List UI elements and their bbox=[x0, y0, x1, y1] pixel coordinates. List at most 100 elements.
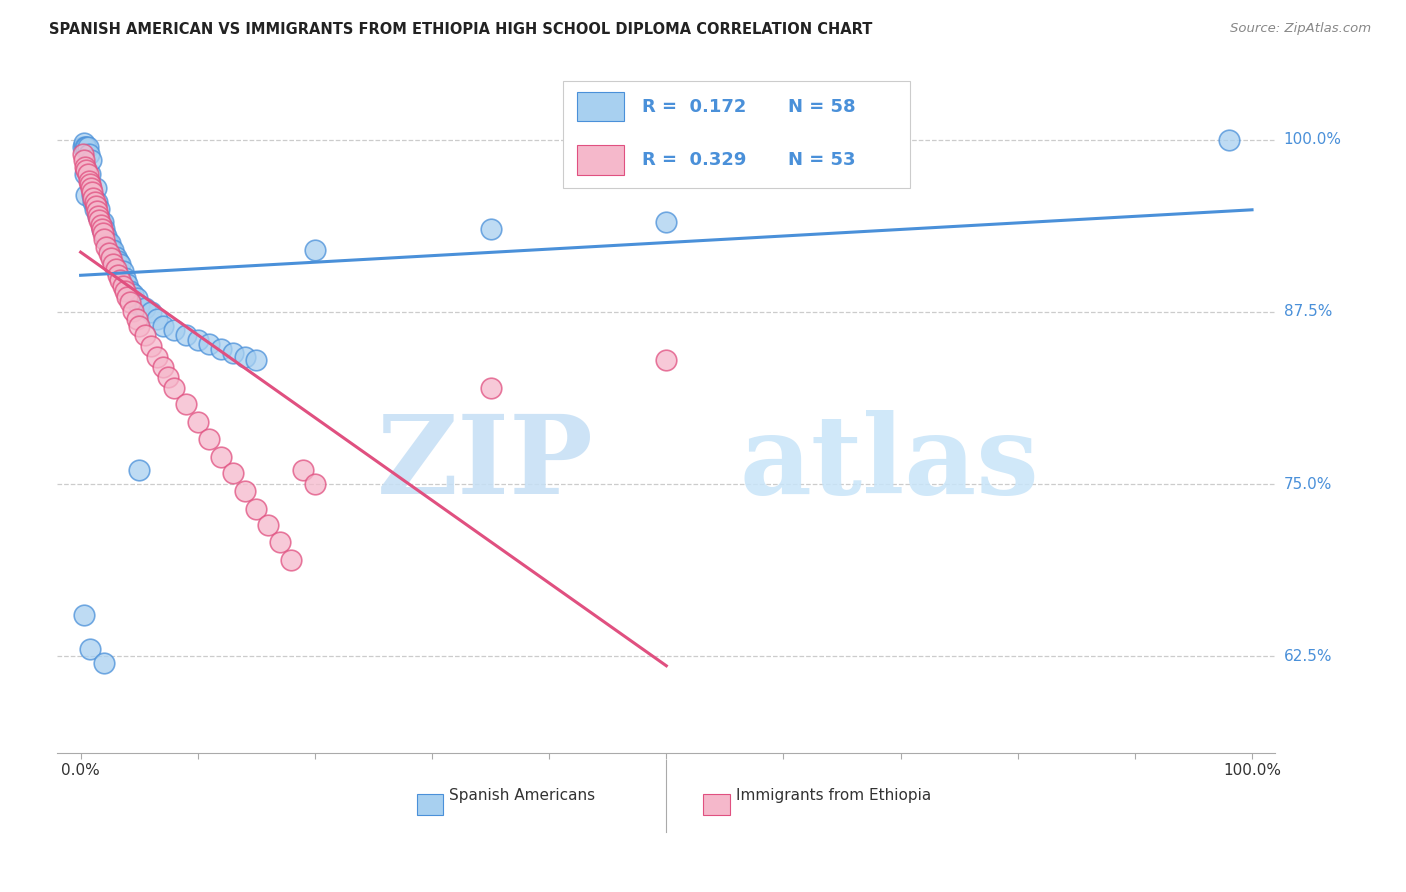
Text: R =  0.329: R = 0.329 bbox=[643, 151, 747, 169]
Point bbox=[117, 277, 139, 292]
Point bbox=[187, 333, 209, 347]
Point bbox=[86, 204, 108, 219]
Point bbox=[98, 236, 121, 251]
Point bbox=[292, 463, 315, 477]
Point bbox=[198, 336, 221, 351]
Point bbox=[655, 215, 678, 229]
Point bbox=[479, 222, 502, 236]
Point bbox=[83, 194, 105, 209]
Point bbox=[76, 139, 98, 153]
Point bbox=[79, 167, 101, 181]
Point bbox=[134, 301, 156, 315]
Point bbox=[97, 245, 120, 260]
Point bbox=[257, 518, 280, 533]
Point bbox=[93, 222, 115, 236]
Point bbox=[125, 311, 148, 326]
Point bbox=[77, 146, 100, 161]
Point bbox=[110, 273, 132, 287]
Point bbox=[174, 328, 197, 343]
Point bbox=[655, 353, 678, 368]
Point bbox=[73, 607, 96, 622]
Point bbox=[139, 339, 162, 353]
Point bbox=[209, 342, 232, 356]
Text: Immigrants from Ethiopia: Immigrants from Ethiopia bbox=[735, 788, 931, 803]
Point bbox=[117, 290, 139, 304]
Point bbox=[145, 311, 167, 326]
Point bbox=[89, 202, 111, 216]
Point bbox=[84, 199, 107, 213]
Point bbox=[163, 323, 186, 337]
Point bbox=[79, 642, 101, 657]
Point bbox=[75, 161, 97, 175]
Point bbox=[76, 167, 98, 181]
Point bbox=[111, 278, 134, 293]
Point bbox=[304, 243, 326, 257]
Point bbox=[82, 194, 104, 209]
Point bbox=[100, 252, 122, 266]
Point bbox=[209, 450, 232, 464]
Point bbox=[103, 243, 125, 257]
Point bbox=[118, 285, 141, 299]
Point bbox=[1218, 133, 1240, 147]
Point bbox=[128, 318, 150, 333]
Point bbox=[90, 222, 112, 236]
Point bbox=[104, 250, 127, 264]
Point bbox=[100, 243, 122, 257]
Point bbox=[75, 139, 97, 153]
Point bbox=[79, 177, 101, 191]
Point bbox=[114, 285, 136, 299]
FancyBboxPatch shape bbox=[562, 81, 910, 188]
Point bbox=[245, 502, 267, 516]
Point bbox=[84, 181, 107, 195]
Point bbox=[77, 174, 100, 188]
Text: Spanish Americans: Spanish Americans bbox=[450, 788, 596, 803]
Point bbox=[118, 295, 141, 310]
Point bbox=[128, 298, 150, 312]
Point bbox=[82, 191, 104, 205]
Text: N = 58: N = 58 bbox=[789, 97, 856, 116]
Point bbox=[96, 229, 118, 244]
Text: 87.5%: 87.5% bbox=[1284, 304, 1331, 319]
Text: N = 53: N = 53 bbox=[789, 151, 856, 169]
Point bbox=[145, 351, 167, 365]
Text: atlas: atlas bbox=[740, 410, 1039, 517]
Point bbox=[245, 353, 267, 368]
Text: R =  0.172: R = 0.172 bbox=[643, 97, 747, 116]
Point bbox=[163, 381, 186, 395]
Point bbox=[187, 415, 209, 429]
Bar bbox=[703, 794, 730, 814]
Bar bbox=[578, 145, 624, 175]
Point bbox=[104, 262, 127, 277]
Point bbox=[93, 232, 115, 246]
Point bbox=[83, 202, 105, 216]
Point bbox=[75, 188, 97, 202]
Point bbox=[107, 268, 129, 282]
Point bbox=[174, 397, 197, 411]
Point bbox=[101, 250, 124, 264]
Point bbox=[80, 181, 103, 195]
Text: SPANISH AMERICAN VS IMMIGRANTS FROM ETHIOPIA HIGH SCHOOL DIPLOMA CORRELATION CHA: SPANISH AMERICAN VS IMMIGRANTS FROM ETHI… bbox=[49, 22, 873, 37]
Point bbox=[75, 163, 97, 178]
Point bbox=[89, 215, 111, 229]
Point bbox=[198, 432, 221, 446]
Bar bbox=[416, 794, 443, 814]
Point bbox=[75, 139, 97, 153]
Point bbox=[134, 328, 156, 343]
Point bbox=[128, 463, 150, 477]
Point bbox=[87, 209, 110, 223]
Point bbox=[72, 146, 94, 161]
Point bbox=[82, 185, 104, 199]
Point bbox=[110, 257, 132, 271]
Bar bbox=[578, 92, 624, 121]
Point bbox=[91, 215, 114, 229]
Point bbox=[122, 303, 145, 318]
Point bbox=[96, 240, 118, 254]
Point bbox=[73, 136, 96, 150]
Point bbox=[90, 222, 112, 236]
Point bbox=[96, 236, 118, 251]
Point bbox=[139, 305, 162, 319]
Point bbox=[222, 346, 245, 360]
Point bbox=[269, 535, 291, 549]
Point bbox=[103, 257, 125, 271]
Text: ZIP: ZIP bbox=[377, 410, 593, 517]
